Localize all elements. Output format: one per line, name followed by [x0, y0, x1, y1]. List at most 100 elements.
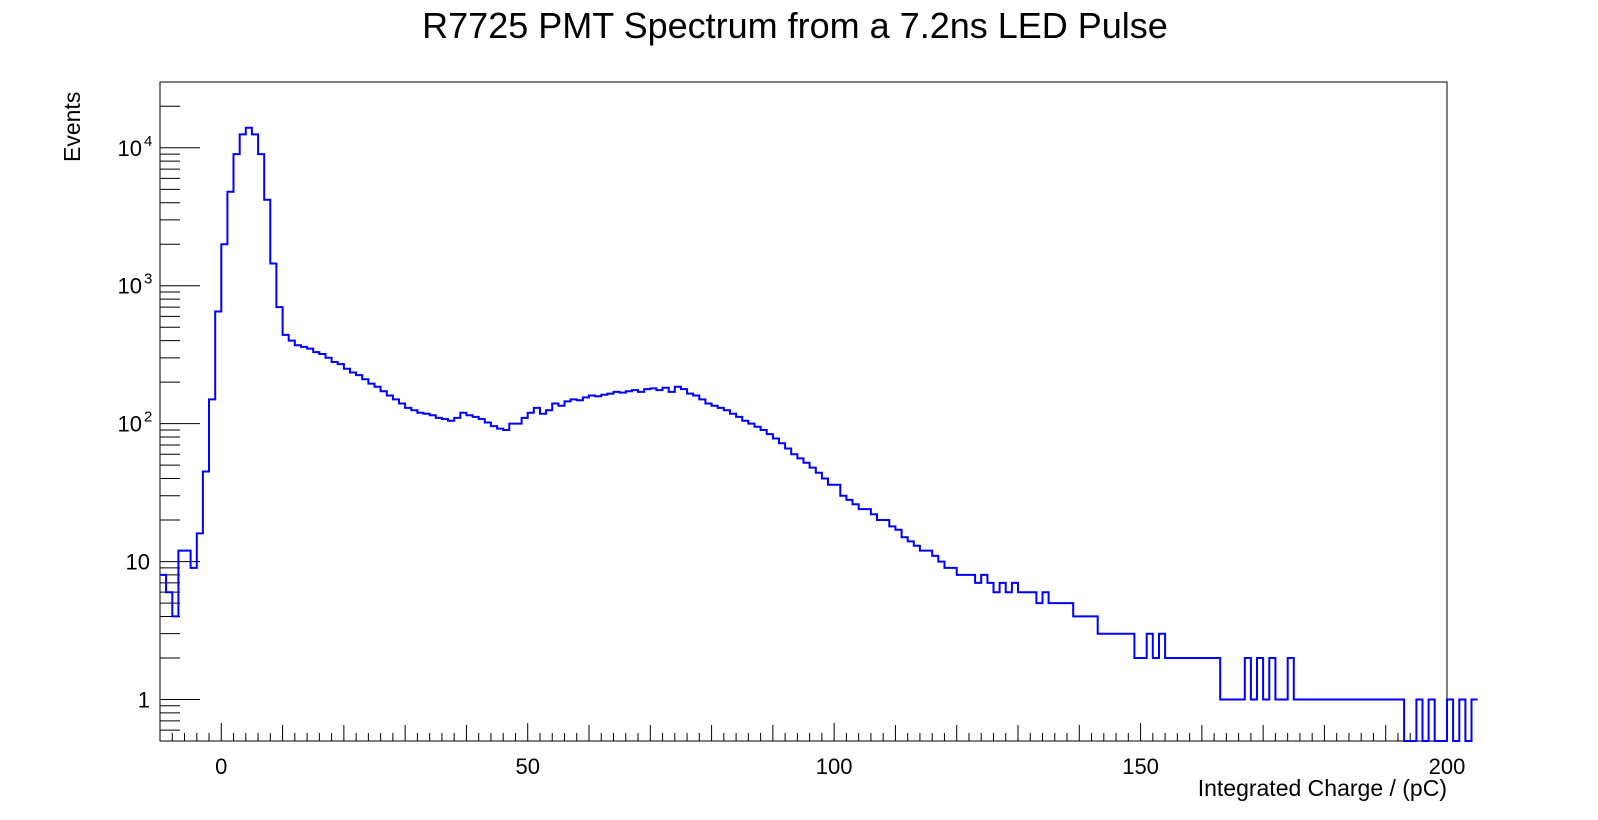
histogram-bin	[1043, 592, 1049, 741]
histogram-bin	[1208, 658, 1214, 741]
histogram-bin	[515, 424, 521, 741]
histogram-bin	[319, 354, 325, 741]
histogram-bin	[644, 389, 650, 741]
histogram-bin	[491, 426, 497, 741]
histogram-bin	[1373, 699, 1379, 741]
y-axis-label: Events	[59, 92, 85, 162]
histogram-bin	[191, 568, 197, 741]
histogram-bin	[234, 154, 240, 741]
histogram-bin	[712, 406, 718, 741]
histogram-bin	[1312, 699, 1318, 741]
histogram-bin	[1398, 699, 1404, 741]
histogram-bin	[215, 312, 221, 741]
histogram-bin	[748, 424, 754, 741]
histogram-bin	[1416, 699, 1422, 741]
histogram-bin	[797, 458, 803, 741]
histogram-bin	[473, 417, 479, 741]
histogram-bin	[368, 384, 374, 741]
histogram-bin	[1239, 699, 1245, 741]
histogram-bin	[503, 430, 509, 741]
y-tick-label: 1	[138, 687, 150, 712]
histogram-bin	[754, 427, 760, 741]
histogram-bin	[779, 443, 785, 741]
histogram-bin	[1367, 699, 1373, 741]
histogram-bin	[736, 417, 742, 741]
histogram-bin	[1165, 658, 1171, 741]
histogram-bin	[724, 410, 730, 741]
histogram-bin	[417, 413, 423, 741]
histogram-bin	[1472, 699, 1478, 741]
histogram-bin	[1183, 658, 1189, 741]
histogram-bin	[1171, 658, 1177, 741]
histogram-bin	[1147, 634, 1153, 741]
histogram-bin	[742, 421, 748, 741]
histogram-bin	[1294, 699, 1300, 741]
histogram-bin	[583, 397, 589, 741]
histogram-bin	[1134, 658, 1140, 741]
histogram-bin	[656, 390, 662, 741]
histogram-bin	[1073, 616, 1079, 741]
histogram-bin	[840, 496, 846, 741]
histogram-bin	[430, 415, 436, 741]
histogram-bin	[270, 263, 276, 741]
histogram-bin	[1128, 634, 1134, 741]
histogram-bin	[987, 583, 993, 741]
histogram-bin	[289, 341, 295, 741]
histogram-bin	[534, 408, 540, 741]
histogram-bin	[718, 408, 724, 741]
histogram-bin	[301, 347, 307, 741]
histogram-bin	[221, 244, 227, 741]
histogram-bin	[295, 345, 301, 741]
histogram-bin	[1349, 699, 1355, 741]
histogram-bin	[816, 473, 822, 741]
x-axis-label: Integrated Charge / (pC)	[1198, 775, 1447, 801]
histogram-bin	[178, 551, 184, 741]
histogram-bin	[460, 413, 466, 741]
histogram-bin	[276, 307, 282, 741]
histogram-bin	[1190, 658, 1196, 741]
histogram-bin	[1092, 616, 1098, 741]
histogram-bin	[846, 500, 852, 741]
histogram-bin	[1226, 699, 1232, 741]
histogram-bin	[853, 504, 859, 741]
histogram-bin	[350, 372, 356, 741]
histogram-bin	[546, 410, 552, 741]
histogram-bin	[564, 401, 570, 741]
histogram-bin	[626, 391, 632, 741]
histogram-bin	[344, 369, 350, 741]
histogram-bin	[393, 399, 399, 741]
histogram-bin	[895, 530, 901, 741]
histogram-bin	[338, 364, 344, 741]
histogram-bin	[1263, 699, 1269, 741]
histogram-bin	[332, 362, 338, 741]
histogram-bin	[705, 403, 711, 741]
histogram-bin	[834, 485, 840, 741]
histogram-bin	[1104, 634, 1110, 741]
histogram-bin	[810, 468, 816, 741]
histogram-bin	[1245, 658, 1251, 741]
histogram-bin	[375, 387, 381, 741]
histogram-bin	[1110, 634, 1116, 741]
histogram-bin	[1012, 583, 1018, 741]
histogram-bin	[614, 392, 620, 741]
histogram-bin	[264, 200, 270, 741]
histogram-bin	[1006, 592, 1012, 741]
histogram-bin	[185, 551, 191, 741]
histogram-bin	[908, 541, 914, 741]
histogram-bin	[1331, 699, 1337, 741]
histogram-bin	[1318, 699, 1324, 741]
histogram-bin	[877, 520, 883, 741]
histogram-bin	[1269, 658, 1275, 741]
histogram-bin	[448, 421, 454, 741]
histogram-bin	[993, 592, 999, 741]
histogram-bin	[203, 471, 209, 741]
histogram-bin	[258, 154, 264, 741]
histogram-bin	[1275, 699, 1281, 741]
histogram-bin	[1196, 658, 1202, 741]
histogram-bin	[1079, 616, 1085, 741]
histogram-bin	[1324, 699, 1330, 741]
histogram-bin	[1122, 634, 1128, 741]
x-tick-label: 150	[1122, 754, 1159, 779]
